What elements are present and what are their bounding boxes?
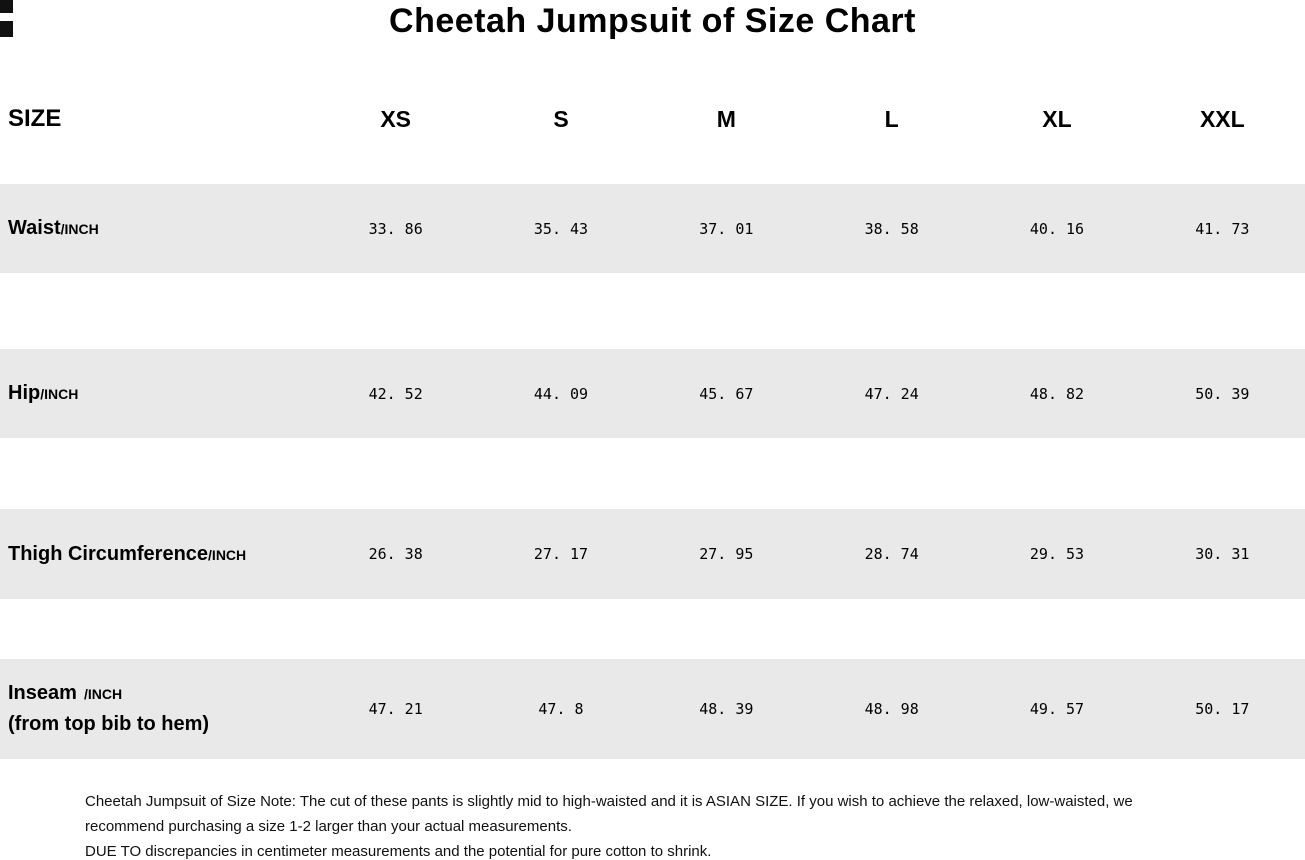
column-header-xl: XL — [1042, 105, 1072, 132]
table-cell: 50. 39 — [1195, 384, 1250, 403]
table-cell: 41. 73 — [1195, 219, 1250, 238]
table-row-thigh-circumference: Thigh Circumference/INCH 26. 38 27. 17 2… — [0, 509, 1305, 599]
footnotes: Cheetah Jumpsuit of Size Note: The cut o… — [0, 789, 1305, 860]
row-label-text: Inseam — [8, 682, 77, 704]
row-label-waist: Waist/INCH — [0, 213, 313, 244]
row-label-text: Thigh Circumference — [8, 542, 209, 565]
table-cell: 35. 43 — [533, 219, 589, 238]
row-label-text: Waist — [8, 217, 61, 239]
table-cell: 48. 39 — [699, 700, 754, 718]
page-title: Cheetah Jumpsuit of Size Chart — [389, 2, 916, 40]
table-cell: 48. 98 — [864, 700, 919, 718]
column-header-xxl: XXL — [1199, 105, 1245, 132]
table-cell: 29. 53 — [1029, 545, 1085, 563]
column-header-s: S — [553, 105, 569, 132]
table-cell: 26. 38 — [368, 545, 423, 563]
column-header-l: L — [884, 105, 899, 132]
table-row-inseam: Inseam/INCH (from top bib to hem) 47. 21… — [0, 659, 1305, 759]
column-header-xs: XS — [380, 105, 411, 132]
footnote-size-note: Cheetah Jumpsuit of Size Note: The cut o… — [85, 793, 1133, 836]
table-cell: 47. 21 — [368, 700, 423, 718]
table-cell: 33. 86 — [368, 219, 423, 238]
corner-mark — [0, 0, 13, 13]
table-cell: 48. 82 — [1029, 384, 1085, 403]
column-header-m: M — [716, 105, 736, 132]
table-cell: 40. 16 — [1029, 219, 1085, 238]
table-cell: 37. 01 — [699, 219, 754, 238]
row-label-hip: Hip/INCH — [0, 378, 313, 409]
table-cell: 49. 57 — [1029, 700, 1085, 718]
table-cell: 30. 31 — [1195, 545, 1250, 563]
table-cell: 45. 67 — [699, 384, 754, 403]
row-label-thigh-circumference: Thigh Circumference/INCH — [0, 539, 313, 570]
row-label-inseam: Inseam/INCH (from top bib to hem) — [0, 678, 313, 740]
table-cell: 44. 09 — [533, 384, 589, 403]
table-row-hip: Hip/INCH 42. 52 44. 09 45. 67 47. 24 48.… — [0, 349, 1305, 438]
table-row-waist: Waist/INCH 33. 86 35. 43 37. 01 38. 58 4… — [0, 184, 1305, 273]
column-header-size: SIZE — [8, 105, 62, 132]
row-label-unit: /INCH — [60, 221, 99, 237]
row-label-unit: /INCH — [208, 546, 247, 563]
table-header-row: SIZE XS S M L XL XXL — [0, 97, 1305, 141]
table-cell: 47. 24 — [864, 384, 919, 403]
row-label-text: Hip — [8, 382, 41, 404]
table-cell: 38. 58 — [864, 219, 919, 238]
table-cell: 27. 17 — [533, 545, 589, 563]
table-cell: 50. 17 — [1195, 700, 1250, 718]
footnote-shrink-note: DUE TO discrepancies in centimeter measu… — [85, 843, 712, 860]
table-cell: 42. 52 — [368, 384, 423, 403]
table-cell: 28. 74 — [864, 545, 919, 563]
corner-mark — [0, 21, 13, 37]
row-label-sublabel: (from top bib to hem) — [8, 713, 210, 735]
row-label-unit: /INCH — [83, 686, 123, 702]
row-label-unit: /INCH — [40, 386, 79, 402]
table-cell: 47. 8 — [538, 700, 584, 718]
table-cell: 27. 95 — [699, 545, 754, 563]
